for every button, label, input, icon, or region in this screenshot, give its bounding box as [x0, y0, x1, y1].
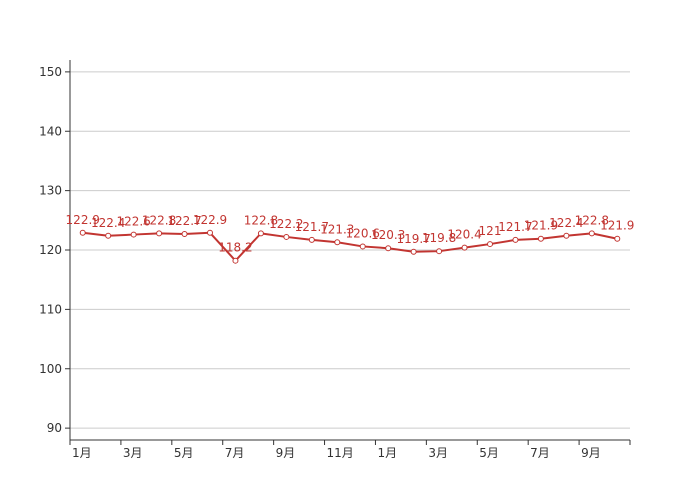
- data-point: [588, 230, 595, 237]
- data-label: 121: [479, 224, 502, 238]
- data-label: 122.4: [549, 216, 583, 230]
- y-tick-label: 100: [39, 362, 62, 376]
- data-label: 121.7: [498, 220, 532, 234]
- x-tick-label: 11月: [327, 446, 354, 460]
- y-tick-label: 130: [39, 184, 62, 198]
- x-tick-label: 5月: [174, 446, 194, 460]
- data-point: [308, 236, 315, 243]
- y-tick-label: 140: [39, 124, 62, 138]
- x-tick-label: 1月: [72, 446, 92, 460]
- data-label: 121.9: [524, 219, 558, 233]
- data-point: [563, 232, 570, 239]
- data-point: [487, 241, 493, 248]
- data-point: [334, 239, 341, 246]
- x-tick-label: 7月: [530, 446, 550, 460]
- x-tick-label: 9月: [276, 446, 296, 460]
- data-point: [436, 248, 443, 255]
- grid: [70, 71, 630, 429]
- data-point: [359, 243, 366, 250]
- data-label: 122.7: [167, 214, 201, 228]
- axes: 90 100 110 120 130 140 150 1月 3月 5月 7月 9月 11月 1月 3月 5月 7…: [39, 60, 631, 460]
- x-tick-label: 9月: [581, 446, 601, 460]
- series: [79, 229, 621, 264]
- data-point: [156, 230, 163, 237]
- data-label: 122.6: [116, 215, 150, 229]
- data-label: 119.7: [396, 232, 430, 246]
- data-label: 122.9: [193, 213, 227, 227]
- data-label: 121.7: [295, 220, 329, 234]
- data-label: 122.8: [244, 213, 278, 227]
- data-point: [207, 229, 213, 236]
- data-label: 120.4: [447, 228, 481, 242]
- data-labels: 122.9122.4122.6122.8122.7122.9118.2122.8…: [66, 213, 635, 255]
- data-label: 122.4: [91, 216, 125, 230]
- data-point: [537, 235, 544, 242]
- data-label: 121.3: [320, 222, 354, 236]
- data-label: 122.8: [575, 213, 609, 227]
- y-tick-label: 90: [47, 421, 62, 435]
- data-point: [232, 257, 239, 264]
- x-tick-label: 5月: [479, 446, 499, 460]
- data-label: 122.8: [142, 213, 176, 227]
- data-point: [181, 230, 188, 237]
- x-tick-label: 3月: [428, 446, 448, 460]
- data-point: [410, 248, 417, 255]
- series-line: [82, 231, 618, 262]
- data-point: [512, 236, 519, 243]
- x-tick-label: 7月: [225, 446, 245, 460]
- x-tick-label: 1月: [377, 446, 397, 460]
- y-tick-label: 110: [39, 302, 62, 316]
- y-tick-label: 150: [39, 65, 62, 79]
- data-label: 120.3: [371, 228, 405, 242]
- data-point: [257, 230, 264, 237]
- data-label: 118.2: [218, 241, 252, 255]
- data-label: 119.8: [422, 231, 456, 245]
- data-point: [385, 245, 392, 252]
- y-tick-label: 120: [39, 243, 62, 257]
- x-tick-label: 3月: [123, 446, 143, 460]
- data-point: [130, 231, 137, 238]
- data-point: [283, 233, 290, 240]
- data-point: [614, 235, 621, 242]
- data-point: [105, 232, 112, 239]
- data-label: 122.2: [269, 217, 303, 231]
- data-label: 120.6: [346, 226, 380, 240]
- data-label: 121.9: [600, 219, 634, 233]
- data-label: 122.9: [66, 213, 100, 227]
- data-point: [461, 244, 468, 251]
- data-point: [79, 229, 86, 236]
